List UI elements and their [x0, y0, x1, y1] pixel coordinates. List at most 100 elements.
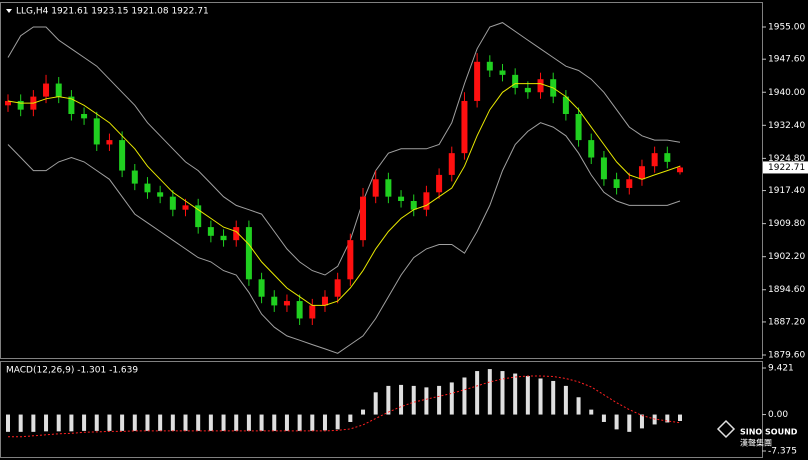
y-tick-label: 1917.40: [768, 186, 805, 196]
watermark-chinese: 漢聲集團: [740, 438, 772, 448]
candle-body: [448, 153, 455, 175]
candle-body: [207, 227, 214, 236]
y-tick-label: 1947.60: [768, 55, 805, 65]
candle-body: [144, 183, 151, 193]
moving-average: [7, 83, 681, 306]
last-price-box: [763, 161, 808, 174]
y-tick-label: 1955.00: [768, 23, 805, 33]
candle-body: [562, 96, 569, 115]
candle-body: [43, 83, 50, 97]
macd-bar: [208, 414, 213, 431]
macd-bar: [601, 414, 606, 422]
candle-body: [677, 167, 683, 173]
y-tick-label: 1879.60: [768, 351, 805, 361]
candle-body: [436, 174, 443, 193]
macd-bar: [348, 414, 353, 422]
y-tick-label: 1924.80: [768, 154, 805, 164]
y-tick-label: 9.421: [768, 364, 794, 374]
macd-bar: [563, 385, 568, 415]
macd-bar: [132, 414, 137, 431]
candle-body: [575, 114, 582, 141]
macd-bar: [462, 377, 467, 415]
macd-bar: [665, 414, 670, 423]
macd-bar: [120, 414, 125, 431]
macd-bar: [424, 387, 429, 415]
candle-body: [664, 153, 671, 162]
macd-bar: [310, 414, 315, 431]
macd-bar: [6, 414, 10, 432]
macd-bar: [196, 414, 201, 431]
candle-body: [131, 170, 138, 184]
macd-bar: [475, 371, 480, 415]
candle-body: [626, 179, 633, 188]
macd-bar: [322, 414, 327, 431]
macd-bar: [183, 414, 188, 431]
macd-bar: [589, 409, 594, 415]
last-price-label: 1922.71: [768, 163, 805, 173]
candle-body: [233, 227, 240, 241]
candle-body: [258, 279, 265, 297]
y-tick-label: 1932.40: [768, 121, 805, 131]
candle-body: [537, 79, 544, 93]
candle-body: [195, 205, 202, 228]
candle-body: [5, 100, 11, 106]
main-panel: [0, 2, 763, 359]
candle-body: [309, 305, 316, 319]
title-icon: [6, 9, 12, 13]
band-upper: [7, 22, 681, 276]
macd-title: MACD(12,26,9) -1.301 -1.639: [6, 366, 138, 376]
macd-bar: [678, 414, 682, 421]
macd-bar: [170, 414, 175, 431]
macd-bar: [297, 414, 302, 431]
watermark: SINO SOUND 漢聲集團: [716, 419, 798, 448]
candle-body: [499, 70, 506, 75]
candle-body: [588, 140, 595, 158]
macd-bar: [361, 409, 366, 415]
candle-body: [461, 100, 468, 154]
macd-bar: [437, 385, 442, 415]
candle-body: [169, 196, 176, 210]
macd-bar: [56, 414, 61, 432]
macd-bar: [627, 414, 632, 432]
macd-bar: [449, 382, 454, 415]
candle-body: [68, 96, 75, 115]
y-tick-label: 1894.60: [768, 285, 805, 295]
y-tick-label: 1887.20: [768, 317, 805, 327]
candle-body: [613, 179, 620, 188]
macd-bar: [94, 414, 99, 431]
candle-body: [81, 114, 88, 119]
macd-bar: [386, 385, 391, 415]
candle-body: [93, 118, 100, 145]
macd-bar: [487, 369, 492, 415]
candle-body: [372, 179, 379, 197]
candle-body: [423, 192, 430, 210]
candle-body: [347, 240, 354, 280]
macd-bar: [259, 414, 264, 431]
macd-bar: [551, 380, 556, 415]
candle-body: [245, 227, 252, 280]
candle-body: [398, 196, 405, 202]
candle-body: [638, 166, 645, 180]
macd-panel: [0, 361, 763, 458]
macd-bar: [500, 371, 505, 415]
candle-body: [321, 296, 328, 306]
macd-bar: [373, 392, 378, 415]
y-tick-label: -7.375: [768, 447, 797, 457]
y-tick-label: 1940.00: [768, 88, 805, 98]
candle-body: [651, 153, 658, 167]
band-lower: [7, 122, 681, 354]
candle-body: [17, 100, 24, 110]
macd-bar: [44, 414, 49, 432]
candle-body: [55, 83, 62, 97]
candle-body: [524, 87, 531, 93]
macd-bar: [246, 414, 251, 431]
y-tick-label: 1909.80: [768, 219, 805, 229]
watermark-brand: SINO SOUND: [740, 428, 798, 437]
y-tick-label: 1902.20: [768, 252, 805, 262]
macd-bar: [335, 414, 340, 430]
candle-body: [283, 301, 290, 306]
candle-body: [220, 235, 227, 241]
signal-line: [8, 375, 681, 438]
candle-body: [474, 61, 481, 101]
